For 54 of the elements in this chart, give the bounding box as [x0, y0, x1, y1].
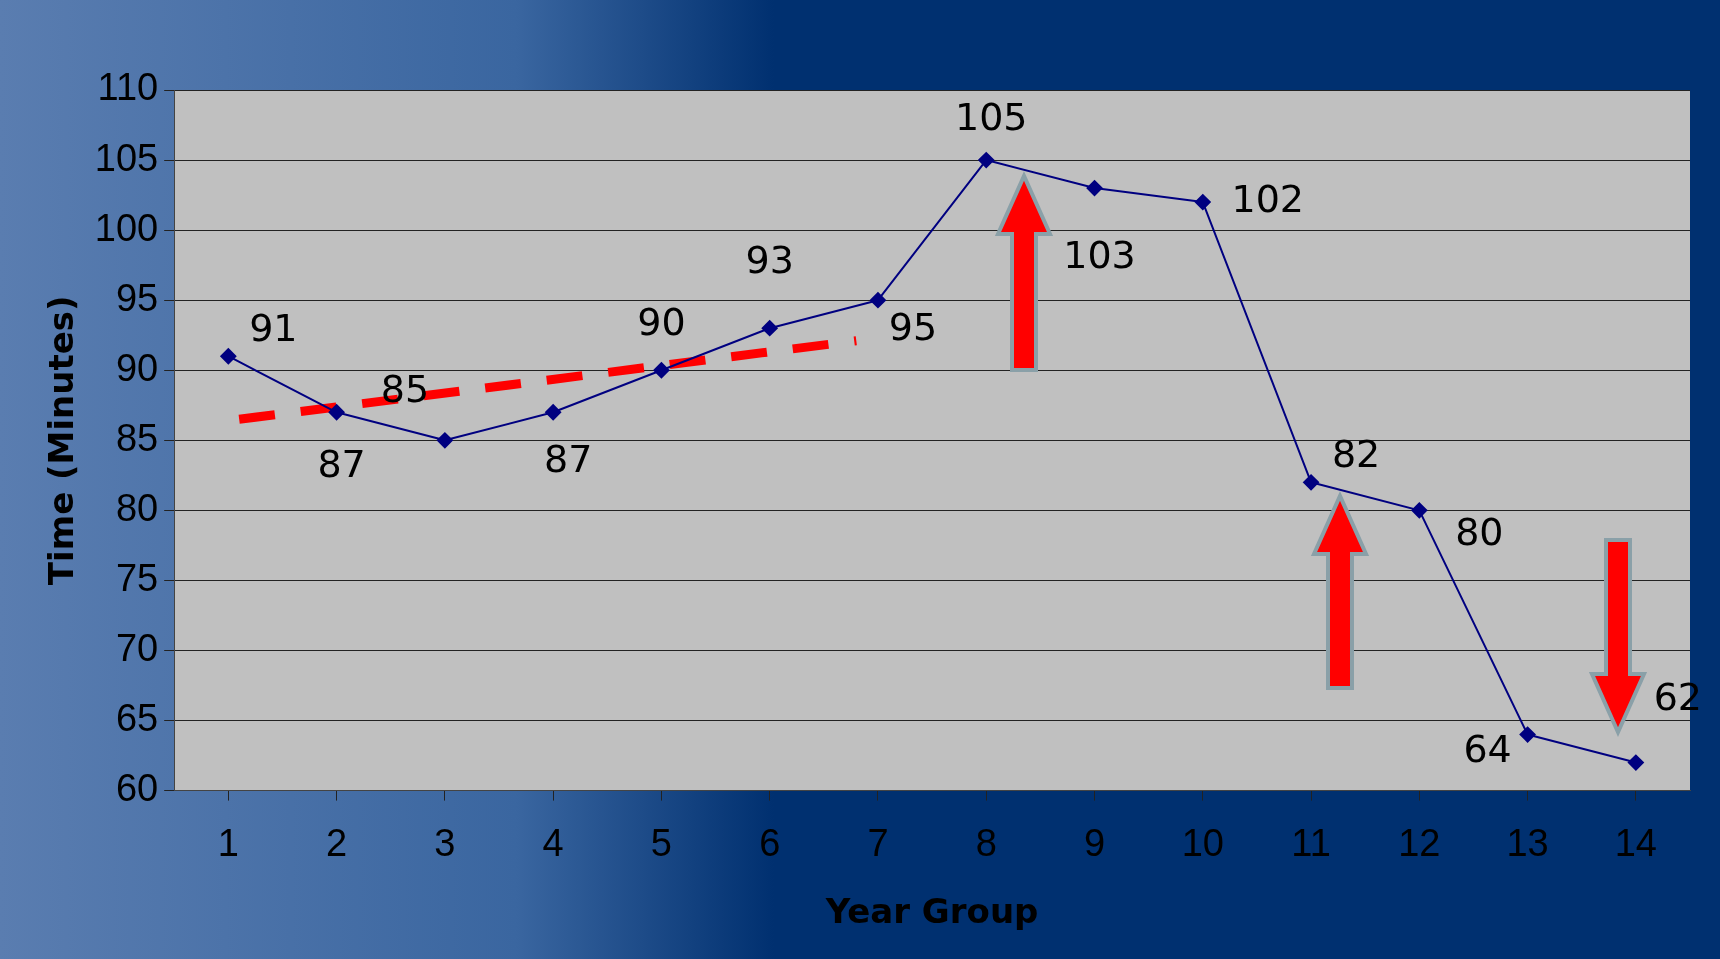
y-tick-label: 80 [115, 486, 159, 529]
y-tick-label: 60 [115, 767, 159, 810]
x-tick-label: 3 [434, 821, 456, 864]
x-tick-label: 4 [542, 821, 564, 864]
data-label: 105 [954, 94, 1028, 139]
x-tick-label: 10 [1181, 821, 1224, 864]
data-label: 95 [888, 305, 938, 350]
data-label: 103 [1063, 232, 1136, 277]
data-label: 87 [543, 437, 593, 482]
data-label: 82 [1331, 432, 1381, 477]
data-label: 80 [1455, 510, 1504, 555]
x-tick-label: 13 [1506, 821, 1549, 864]
x-tick-label: 12 [1398, 821, 1441, 864]
y-tick-label: 75 [115, 556, 159, 599]
data-label: 87 [317, 442, 366, 487]
x-tick-label: 6 [759, 821, 781, 864]
point [1194, 194, 1211, 211]
x-tick-label: 14 [1614, 821, 1658, 864]
point [436, 432, 453, 449]
y-tick-label: 110 [97, 66, 159, 109]
point [869, 292, 886, 309]
point [220, 348, 237, 365]
y-tick-label: 85 [115, 416, 159, 459]
y-tick-label: 65 [115, 697, 159, 740]
y-tick-label: 95 [115, 276, 159, 319]
point [1627, 754, 1644, 771]
point [1519, 726, 1536, 743]
x-tick-label: 8 [975, 821, 997, 864]
y-tick-label: 70 [115, 626, 159, 669]
point [1411, 502, 1428, 519]
data-label: 85 [380, 367, 430, 412]
data-label: 93 [745, 238, 794, 283]
data-label: 91 [249, 306, 298, 351]
x-tick-label: 2 [326, 821, 348, 864]
point [978, 152, 995, 169]
point [761, 320, 778, 337]
point [545, 404, 562, 421]
x-axis-title: Year Group [824, 891, 1039, 932]
y-tick-label: 90 [115, 346, 159, 389]
data-label: 90 [637, 300, 686, 345]
y-tick-label: 105 [94, 136, 159, 179]
point [1086, 180, 1103, 197]
data-label: 102 [1231, 176, 1305, 221]
x-tick-label: 1 [217, 821, 239, 864]
data-label: 64 [1463, 727, 1512, 772]
y-tick-label: 100 [94, 206, 159, 249]
x-tick-label: 7 [867, 821, 889, 864]
y-axis-title: Time (Minutes) [41, 295, 82, 586]
x-tick-label: 11 [1291, 821, 1331, 864]
x-tick-label: 9 [1083, 821, 1106, 864]
point [1303, 474, 1320, 491]
x-tick-label: 5 [650, 821, 672, 864]
point [653, 362, 670, 379]
point [328, 404, 345, 421]
